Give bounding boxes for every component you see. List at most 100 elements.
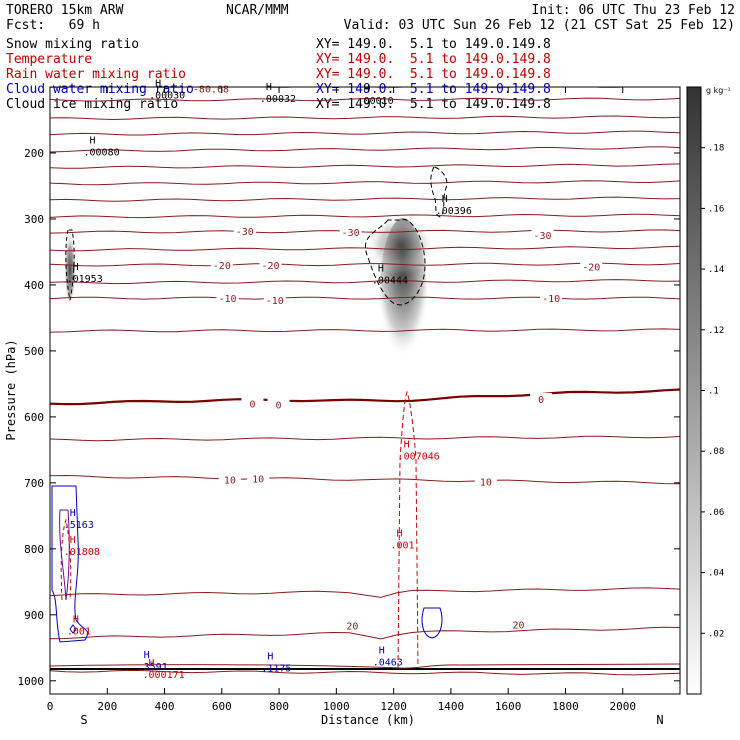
- temperature-label-bg: [263, 294, 286, 306]
- temperature-contour: [50, 279, 680, 285]
- temperature-label: 10: [252, 474, 264, 485]
- cw-contour-west-outer: [51, 485, 89, 643]
- x-tick-label: 1200: [380, 700, 407, 713]
- temperature-label: -20: [261, 261, 279, 272]
- legend-xy: XY= 149.0. 5.1 to 149.0.149.8: [316, 82, 551, 97]
- temperature-label: -10: [219, 294, 237, 305]
- temperature-contour: [50, 474, 680, 485]
- maximum-marker: H: [379, 645, 385, 656]
- temperature-label: -20: [582, 262, 600, 273]
- y-tick-label: 800: [24, 543, 44, 556]
- temperature-contours: [50, 87, 680, 676]
- temperature-contour: [50, 587, 680, 598]
- temperature-label: -30: [534, 231, 552, 242]
- rain-contour-west: [60, 518, 72, 601]
- temperature-label-bg: [341, 619, 364, 631]
- temperature-contour: [50, 296, 680, 300]
- temperature-label-bg: [210, 259, 233, 271]
- temperature-contour: [50, 97, 680, 102]
- temperature-label: -20: [213, 261, 231, 272]
- temperature-label-bg: [259, 259, 282, 271]
- x-tick-label: 0: [47, 700, 54, 713]
- y-tick-label: 1000: [18, 675, 45, 688]
- x-tick-label: 400: [155, 700, 175, 713]
- maximum-value-label: .00030: [149, 91, 185, 102]
- x-axis-title: Distance (km): [321, 713, 415, 727]
- maximum-value-label: .0463: [373, 657, 403, 668]
- maximum-marker: H: [364, 84, 370, 95]
- temperature-label-bg: [530, 393, 553, 405]
- temperature-contour: [50, 328, 680, 333]
- colorbar-tick-label: .02: [708, 629, 724, 639]
- maximum-value-label: .1175: [261, 663, 291, 674]
- rain-contours: [60, 390, 419, 669]
- x-end-left: S: [80, 713, 87, 727]
- snow-shading: [64, 215, 434, 382]
- temperature-label-bg: [218, 473, 241, 485]
- maximum-marker: H: [378, 263, 384, 274]
- temperature-contour: [50, 163, 680, 169]
- temperature-label-bg: [540, 292, 563, 304]
- colorbar-tick-label: .06: [708, 508, 724, 518]
- header-fcst: Fcst: 69 h: [6, 18, 100, 33]
- temperature-label-bg: [339, 226, 362, 238]
- temperature-label-bg: [580, 260, 603, 272]
- maximum-value-label: .000171: [142, 670, 184, 681]
- maximum-marker: H: [404, 439, 410, 450]
- x-tick-label: 800: [269, 700, 289, 713]
- ice-contour-main: [364, 218, 426, 306]
- temperature-label-bg: [267, 398, 290, 410]
- colorbar-unit: g kg⁻¹: [706, 86, 731, 95]
- temperature-label-bg: [531, 228, 554, 240]
- y-axis-title: Pressure (hPa): [4, 339, 18, 440]
- x-tick-label: 1800: [552, 700, 579, 713]
- maximum-value-label: .001: [67, 626, 91, 637]
- ice-contour-west: [65, 229, 75, 301]
- legend-xy: XY= 149.0. 5.1 to 149.0.149.8: [316, 97, 551, 112]
- x-axis: 0 200 400 600 800 1000 1200 1400 1600 1800 2000: [47, 87, 636, 713]
- cloud-ice-contours: [65, 166, 448, 306]
- temperature-label: -30: [236, 227, 254, 238]
- temperature-label: -10: [266, 296, 284, 307]
- temperature-label-bg: [233, 224, 256, 236]
- maximum-marker: H: [70, 508, 76, 519]
- maximum-marker: H: [70, 535, 76, 546]
- temperature-label: -30: [342, 228, 360, 239]
- temperature-label: 0: [538, 395, 544, 406]
- colorbar-tick-label: .08: [708, 447, 724, 457]
- temperature-label: 0: [276, 400, 282, 411]
- temperature-label-bg: [247, 472, 270, 484]
- legend-label: Rain water mixing ratio: [6, 67, 186, 82]
- legend-label: Snow mixing ratio: [6, 37, 139, 52]
- contour-labels: -30 -30 -30 -20 -20 -20 -10 -10 -10 0 0 0 10 10 10 20 20…: [64, 79, 603, 681]
- header-center: NCAR/MMM: [226, 3, 289, 18]
- legend-xy: XY= 149.0. 5.1 to 149.0.149.8: [316, 37, 551, 52]
- temperature-label: 10: [480, 478, 492, 489]
- temperature-contour: [50, 669, 680, 676]
- maximum-value-label: .01808: [64, 547, 100, 558]
- x-tick-label: 600: [212, 700, 232, 713]
- y-tick-label: 600: [24, 411, 44, 424]
- x-tick-label: 2000: [609, 700, 636, 713]
- colorbar-tick-label: .1: [708, 387, 719, 397]
- cw-contour-west-inner: [59, 509, 70, 601]
- rain-contour-main: [397, 390, 419, 669]
- cw-diamond: [69, 624, 77, 634]
- maximum-value-label: .007046: [398, 451, 440, 462]
- temperature-label: 10: [224, 476, 236, 487]
- cw-contour-east: [421, 607, 443, 639]
- temperature-label-bg: [216, 292, 239, 304]
- legend-xy: XY= 149.0. 5.1 to 149.0.149.8: [316, 52, 551, 67]
- temperature-contour: [50, 213, 680, 219]
- plot-frame: [49, 86, 681, 695]
- colorbar-tick-label: .14: [708, 265, 724, 275]
- maximum-value-label: .3591: [138, 662, 168, 673]
- maximum-value-label: .00010: [358, 96, 394, 107]
- temperature-contour: [50, 262, 680, 267]
- temperature-contour: [50, 245, 680, 252]
- maximum-marker: H: [442, 194, 448, 205]
- temperature-contour: [50, 180, 680, 186]
- y-tick-label: 900: [24, 609, 44, 622]
